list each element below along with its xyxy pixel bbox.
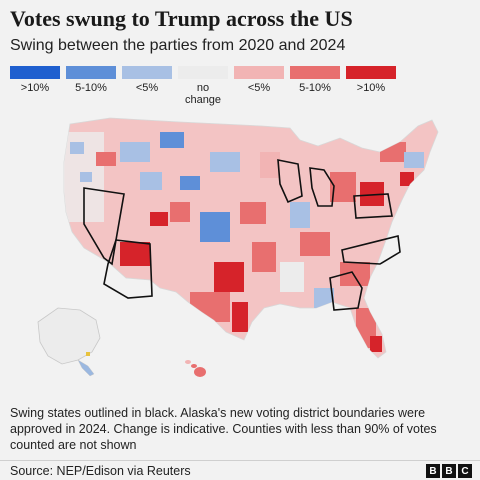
legend-label: <5% (135, 82, 159, 94)
alaska-tail (77, 359, 95, 377)
legend-label: no change (184, 82, 222, 106)
legend-swatch (346, 66, 396, 79)
bbc-logo-block: C (458, 464, 472, 478)
legend-label: <5% (247, 82, 271, 94)
legend-swatch (290, 66, 340, 79)
legend-swatch (10, 66, 60, 79)
legend-label: >10% (356, 82, 386, 94)
source-credit: Source: NEP/Edison via Reuters (10, 464, 191, 478)
swing-state-michigan (309, 167, 335, 207)
footnote: Swing states outlined in black. Alaska's… (10, 406, 437, 452)
legend-item: 5-10% (290, 66, 340, 106)
swing-state-pennsylvania (353, 193, 393, 219)
swing-state-north-carolina (341, 235, 401, 265)
bbc-logo: B B C (426, 464, 472, 478)
legend-swatch (234, 66, 284, 79)
legend-swatch (66, 66, 116, 79)
swing-state-nevada (83, 187, 125, 266)
chart-title: Votes swung to Trump across the US (10, 6, 353, 31)
chart-subtitle: Swing between the parties from 2020 and … (10, 37, 346, 54)
legend: >10% 5-10% <5% no change <5% 5-10% >10% (10, 66, 396, 106)
footer-divider (0, 460, 480, 461)
hawaii-shape (185, 360, 206, 377)
legend-item: >10% (10, 66, 60, 106)
legend-item: 5-10% (66, 66, 116, 106)
swing-state-wisconsin (277, 159, 303, 204)
legend-item: <5% (122, 66, 172, 106)
legend-label: 5-10% (75, 82, 107, 94)
alaska-shape (37, 307, 101, 365)
legend-swatch (178, 66, 228, 79)
us-county-swing-map (37, 117, 439, 377)
legend-item: <5% (234, 66, 284, 106)
legend-item: no change (178, 66, 228, 106)
legend-item: >10% (346, 66, 396, 106)
bbc-logo-block: B (426, 464, 440, 478)
swing-state-georgia (329, 271, 363, 311)
legend-label: >10% (20, 82, 50, 94)
legend-swatch (122, 66, 172, 79)
alaska-highlight (86, 352, 90, 356)
swing-state-arizona (103, 239, 153, 299)
legend-label: 5-10% (299, 82, 331, 94)
bbc-logo-block: B (442, 464, 456, 478)
